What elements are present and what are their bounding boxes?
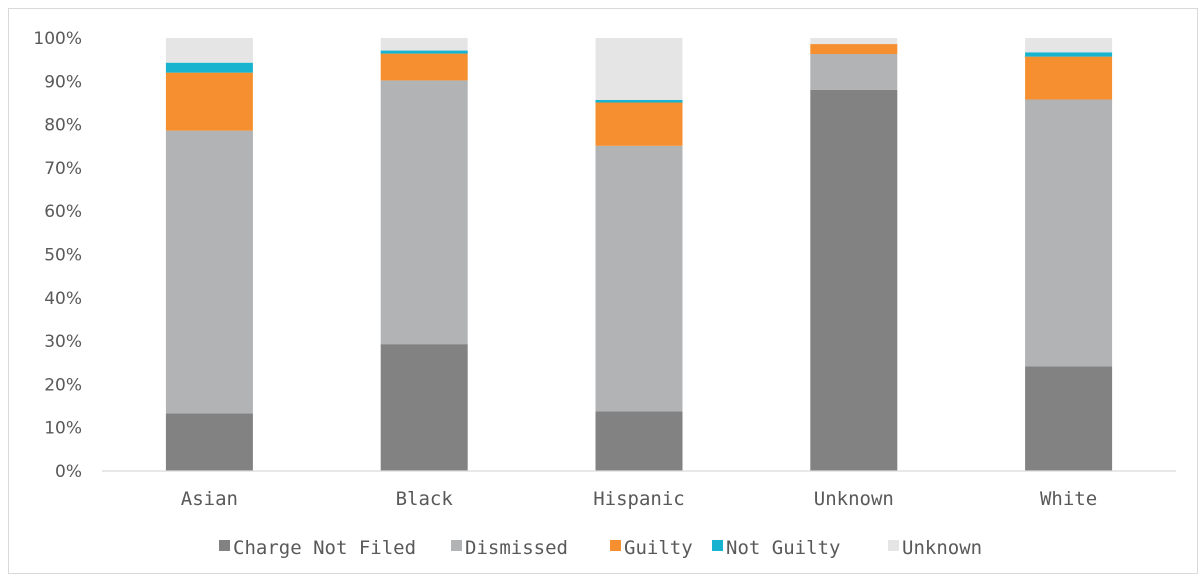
y-tick-label: 100% [33,29,82,49]
legend-label: Charge Not Filed [233,537,416,559]
x-axis-category-labels: Asian Black Hispanic Unknown White [181,488,1097,510]
legend: Charge Not Filed Dismissed Guilty Not Guilt… [219,537,982,559]
x-category-label: Hispanic [593,488,685,510]
bar-segment-dismissed-black [380,80,468,345]
y-tick-label: 70% [44,159,82,179]
bars [165,38,1113,472]
bar-segment-unknown-unknown [810,38,898,45]
bar-segment-charge-not-filed-hispanic [595,411,683,471]
bar-segment-unknown-black [380,38,468,51]
x-category-label: Black [396,488,454,510]
x-category-label: Unknown [814,488,894,510]
bar-segment-unknown-hispanic [595,38,683,100]
legend-item-not-guilty: Not Guilty [712,537,840,559]
bar-segment-charge-not-filed-asian [165,413,253,471]
legend-item-unknown: Unknown [888,537,982,559]
bar-segment-charge-not-filed-unknown [810,89,898,472]
bar-segment-dismissed-unknown [810,54,898,90]
legend-label: Dismissed [465,537,568,559]
y-tick-label: 80% [44,116,82,136]
bar-segment-guilty-unknown [810,44,898,55]
y-axis-ticks: 0% 10% 20% 30% 40% 50% 60% 70% 80% 90% 100% [33,29,82,482]
legend-item-guilty: Guilty [610,537,693,559]
bar-segment-not-guilty-black [380,50,468,54]
bar-segment-guilty-white [1025,56,1113,100]
bar-segment-guilty-asian [165,72,253,131]
legend-swatch [219,540,230,551]
bar-segment-guilty-hispanic [595,102,683,146]
bar-segment-not-guilty-hispanic [595,99,683,103]
legend-label: Unknown [902,537,982,559]
y-tick-label: 0% [55,462,82,482]
legend-item-dismissed: Dismissed [451,537,568,559]
x-category-label: White [1040,488,1097,510]
y-tick-label: 20% [44,375,82,395]
y-tick-label: 60% [44,202,82,222]
y-tick-label: 50% [44,246,82,266]
bar-segment-guilty-black [380,53,468,81]
bar-segment-unknown-asian [165,38,253,63]
bar-segment-dismissed-asian [165,130,253,414]
bar-segment-not-guilty-asian [165,62,253,73]
y-tick-label: 30% [44,332,82,352]
bar-segment-charge-not-filed-white [1025,366,1113,471]
legend-swatch [451,540,462,551]
legend-label: Guilty [624,537,693,559]
bar-segment-dismissed-white [1025,99,1113,367]
bar-segment-not-guilty-white [1025,52,1113,57]
legend-label: Not Guilty [726,537,840,559]
y-tick-label: 40% [44,289,82,309]
legend-item-charge-not-filed: Charge Not Filed [219,537,416,559]
x-category-label: Asian [181,488,238,510]
bar-segment-unknown-white [1025,38,1113,53]
y-tick-label: 10% [44,419,82,439]
legend-swatch [610,540,621,551]
bar-segment-charge-not-filed-black [380,344,468,471]
legend-swatch [712,540,723,551]
legend-swatch [888,540,899,551]
bar-segment-dismissed-hispanic [595,145,683,412]
y-tick-label: 90% [44,72,82,92]
